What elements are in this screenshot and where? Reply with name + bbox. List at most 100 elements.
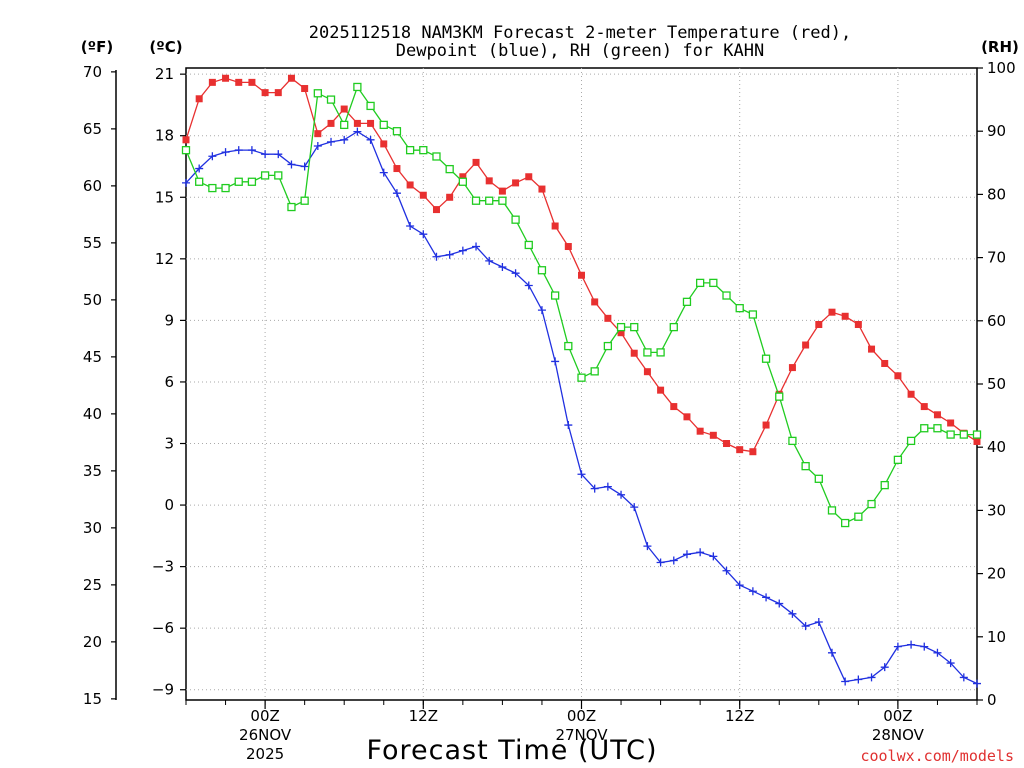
celsius-tick-label: 18 [155, 127, 174, 145]
rh-point [735, 304, 744, 313]
dewpoint-point [564, 421, 573, 430]
temperature-point [709, 431, 717, 439]
rh-point [788, 436, 797, 446]
temperature-point [657, 386, 665, 394]
dewpoint-point [234, 146, 243, 155]
celsius-tick-label: 21 [155, 65, 174, 83]
rh-tick-label: 30 [987, 501, 1006, 519]
fahrenheit-tick-label: 45 [83, 348, 102, 366]
fahrenheit-tick-label: 65 [83, 120, 102, 138]
dewpoint-point [590, 484, 599, 493]
grid-lines [186, 68, 977, 700]
temperature-point [973, 437, 981, 445]
temperature-point [617, 329, 625, 337]
temperature-point [828, 308, 836, 316]
rh-unit-label: (RH) [981, 38, 1019, 56]
temperature-point [182, 136, 190, 144]
rh-point [524, 240, 533, 250]
dewpoint-point [577, 470, 586, 479]
temperature-point [841, 312, 849, 320]
temperature-point [578, 271, 585, 279]
dewpoint-point [827, 648, 836, 657]
rh-point [326, 95, 336, 104]
celsius-tick-label: −3 [152, 558, 174, 576]
temperature-point [933, 411, 941, 419]
rh-tick-label: 0 [987, 691, 997, 709]
rh-point [959, 430, 968, 439]
temperature-point [907, 390, 915, 398]
temperature-point [406, 181, 414, 189]
dewpoint-point [735, 581, 744, 590]
temperature-point [261, 89, 269, 97]
temperature-point [380, 140, 388, 148]
dewpoint-point [946, 659, 955, 668]
temperature-point [788, 364, 796, 372]
fahrenheit-tick-label: 20 [83, 633, 102, 651]
dewpoint-point [669, 556, 678, 565]
rh-point [550, 291, 560, 300]
rh-point [669, 322, 678, 332]
rh-point [313, 89, 322, 98]
dewpoint-point [722, 566, 731, 575]
rh-point [590, 367, 599, 376]
rh-tick-label: 10 [987, 628, 1006, 646]
rh-point [906, 436, 916, 446]
rh-point [300, 196, 309, 205]
rh-point [682, 297, 692, 306]
temperature-point [459, 173, 467, 181]
dewpoint-point [933, 648, 942, 657]
dewpoint-point [327, 137, 336, 146]
rh-point [392, 127, 402, 136]
rh-point [458, 177, 468, 186]
celsius-tick-label: 15 [155, 188, 174, 206]
dewpoint-point [458, 246, 467, 255]
dewpoint-point [801, 622, 810, 631]
fahrenheit-tick-label: 50 [83, 291, 102, 309]
temperature-point [881, 359, 889, 367]
temperature-point [274, 89, 282, 97]
temperature-point [393, 165, 401, 173]
temperature-point [723, 440, 731, 448]
temperature-point [287, 74, 295, 82]
rh-point [260, 171, 270, 180]
rh-tick-label: 60 [987, 312, 1006, 330]
rh-tick-label: 80 [987, 185, 1006, 203]
dewpoint-point [221, 148, 230, 157]
rh-point [616, 322, 626, 332]
temperature-point [327, 119, 335, 127]
rh-tick-label: 20 [987, 565, 1006, 583]
dewpoint-point [524, 281, 533, 290]
dewpoint-point [485, 256, 494, 265]
dewpoint-point [511, 269, 520, 278]
rh-point [920, 424, 929, 433]
dewpoint-point [195, 164, 204, 173]
rh-point [274, 171, 283, 180]
temperature-point [314, 130, 322, 138]
rh-point [656, 348, 665, 357]
rh-point [379, 120, 388, 130]
dewpoint-point [419, 230, 428, 239]
temperature-point [353, 119, 361, 127]
dewpoint-point [472, 242, 481, 251]
rh-point [801, 462, 810, 471]
temperature-point [367, 119, 375, 127]
dewpoint-point [854, 675, 863, 684]
rh-point [208, 183, 217, 193]
rh-point [603, 341, 613, 351]
rh-point [722, 291, 731, 300]
dewpoint-point [907, 640, 916, 649]
rh-point [221, 183, 230, 193]
chart-title-line1: 2025112518 NAM3KM Forecast 2-meter Tempe… [309, 23, 851, 43]
rh-point [761, 354, 771, 363]
fahrenheit-tick-label: 15 [83, 690, 102, 708]
rh-point [827, 506, 837, 515]
credit-link[interactable]: coolwx.com/models [860, 747, 1014, 765]
fahrenheit-tick-label: 55 [83, 234, 102, 252]
celsius-tick-label: −6 [152, 619, 174, 637]
fahrenheit-tick-label: 40 [83, 405, 102, 423]
temperature-point [736, 446, 744, 454]
temperature-point [235, 78, 243, 86]
dewpoint-point [748, 587, 757, 596]
